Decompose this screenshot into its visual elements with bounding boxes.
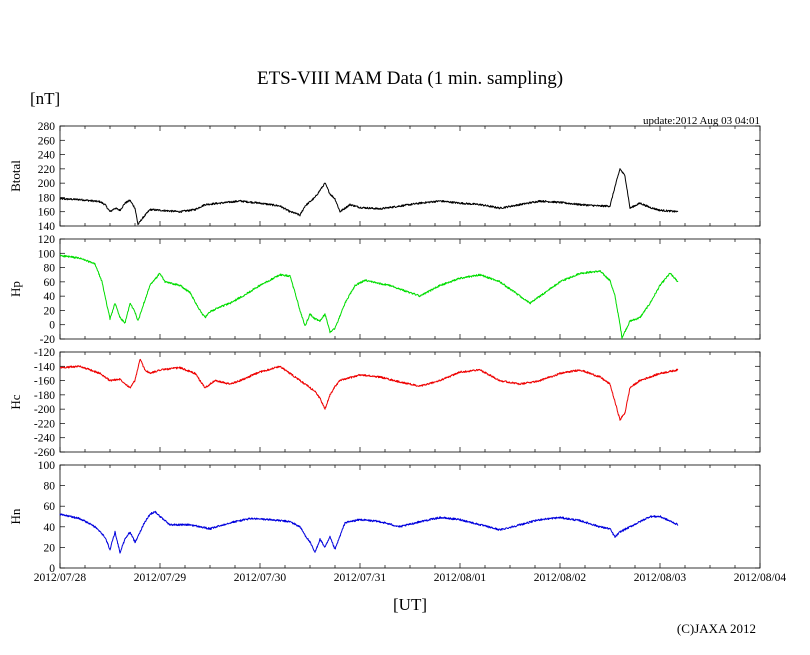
y-tick-label: 100 (38, 460, 56, 472)
y-tick-label: 120 (38, 234, 56, 246)
y-tick-label: 0 (49, 563, 55, 575)
y-tick-label: -180 (34, 390, 55, 402)
y-tick-label: 80 (44, 481, 56, 493)
panel-btotal: 280 260 240 220 200 180 160 140 Btotal (8, 121, 761, 233)
series-trace-btotal (59, 168, 679, 226)
x-tick-label: 2012/08/02 (534, 572, 587, 584)
series-trace-hp (59, 254, 679, 339)
unit-label: [nT] (30, 89, 60, 108)
panel-frame (59, 238, 761, 340)
x-tick-label: 2012/07/28 (34, 572, 87, 584)
panel-label-hp: Hp (8, 281, 23, 297)
chart-title: ETS-VIII MAM Data (1 min. sampling) (257, 68, 563, 89)
y-tick-label: 20 (44, 305, 56, 317)
panel-frame (59, 351, 761, 453)
y-tick-label: -200 (34, 404, 55, 416)
y-tick-label: 240 (38, 150, 56, 162)
y-tick-label: -240 (34, 433, 55, 445)
y-tick-label: -260 (34, 447, 55, 459)
y-tick-label: 80 (44, 263, 56, 275)
y-tick-label: -120 (34, 347, 55, 359)
x-tick-label: 2012/07/31 (334, 572, 387, 584)
panel-hn: 100 80 60 40 20 0 Hn (8, 460, 761, 575)
panel-label-hc: Hc (8, 394, 23, 409)
x-tick-label: 2012/08/04 (734, 572, 787, 584)
copyright-notice: (C)JAXA 2012 (677, 621, 756, 636)
series-trace-hc (59, 358, 679, 421)
y-tick-label: 160 (38, 207, 56, 219)
y-tick-label: 180 (38, 192, 56, 204)
y-tick-label: 220 (38, 164, 56, 176)
x-tick-label: 2012/08/03 (634, 572, 687, 584)
panel-hc: -120 -140 -160 -180 -200 -220 -240 -260 Hc (8, 347, 761, 459)
y-tick-label: 200 (38, 178, 56, 190)
x-axis-label: [UT] (393, 595, 427, 614)
y-tick-label: -220 (34, 418, 55, 430)
x-tick-label: 2012/08/01 (434, 572, 487, 584)
y-tick-label: -140 (34, 361, 55, 373)
y-tick-label: 260 (38, 135, 56, 147)
y-tick-label: 0 (49, 320, 55, 332)
y-tick-label: 40 (44, 522, 56, 534)
panel-hp: 120 100 80 60 40 20 0 -20 Hp (8, 234, 761, 346)
series-trace-hn (59, 510, 679, 554)
y-tick-label: 100 (38, 248, 56, 260)
y-tick-label: 140 (38, 221, 56, 233)
x-tick-label: 2012/07/29 (134, 572, 187, 584)
y-tick-label: 60 (44, 501, 56, 513)
y-tick-label: 280 (38, 121, 56, 133)
y-tick-label: 40 (44, 291, 56, 303)
y-tick-label: 20 (44, 542, 56, 554)
update-timestamp: update:2012 Aug 03 04:01 (643, 115, 760, 127)
panel-label-btotal: Btotal (8, 160, 23, 192)
x-tick-label: 2012/07/30 (234, 572, 287, 584)
y-tick-label: -20 (40, 334, 56, 346)
y-tick-label: 60 (44, 277, 56, 289)
y-tick-label: -160 (34, 376, 55, 388)
panel-label-hn: Hn (8, 508, 23, 524)
panels-group: 280260240220200180160140Btotal1201008060… (8, 121, 761, 575)
x-axis-tick-labels: 2012/07/28 2012/07/29 2012/07/30 2012/07/31… (34, 572, 787, 584)
